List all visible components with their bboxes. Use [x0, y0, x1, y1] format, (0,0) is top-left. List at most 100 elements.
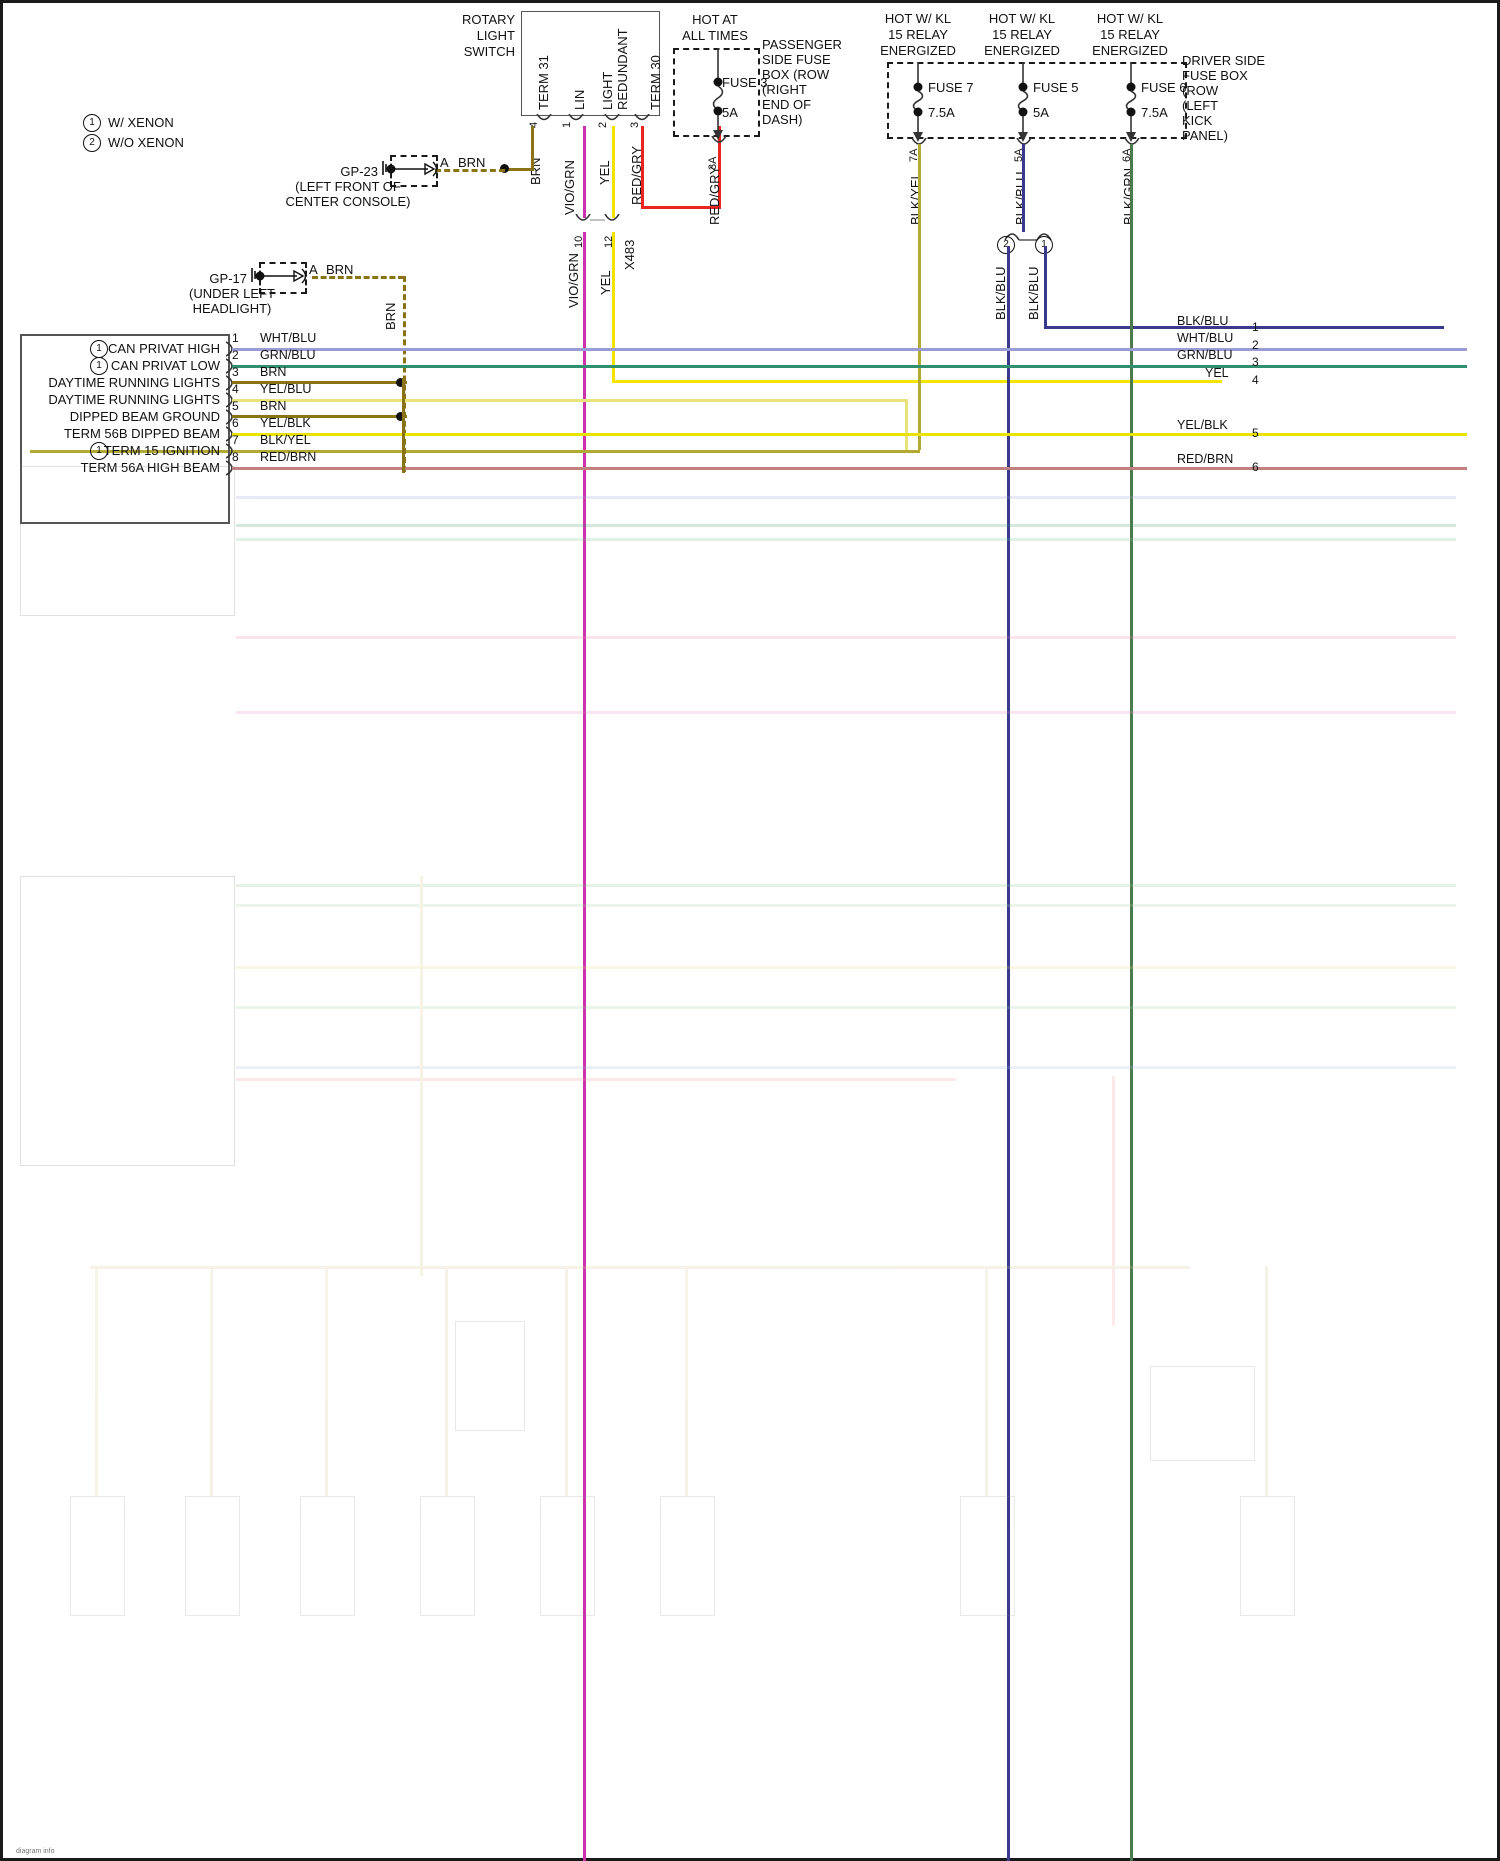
right-row-1-wire: BLK/BLU	[1177, 314, 1229, 328]
ghost-branch-bus	[90, 1266, 1190, 1269]
module-row-5-wire: BRN	[260, 399, 287, 413]
legend-label-1: W/ XENON	[108, 115, 174, 130]
gp17-location-l1: (UNDER LEFT	[189, 286, 275, 301]
wire-label-blkblu-left: BLK/BLU	[993, 266, 1008, 320]
fuse6-hot-note-3: ENERGIZED	[1092, 43, 1168, 58]
rotary-switch-pin-crescents	[536, 114, 650, 121]
fuse7-hot-note-3: ENERGIZED	[880, 43, 956, 58]
module-row-7-marker: 1	[90, 442, 108, 460]
wire-label-blkgrn: BLK/GRN	[1121, 167, 1136, 225]
ghost-branch-4	[445, 1266, 448, 1496]
right-row-4-pin: 4	[1252, 373, 1259, 387]
ghost-branch-7	[985, 1266, 988, 1496]
rotary-switch-title-1: ROTARY	[462, 12, 515, 27]
gp23-id: GP-23	[340, 164, 378, 179]
wire-brn-switch-horizontal	[505, 168, 534, 171]
module-row-4-function: DAYTIME RUNNING LIGHTS	[48, 392, 220, 407]
fuse7-hot-note-1: HOT W/ KL	[884, 11, 952, 26]
module-row-6-function: TERM 56B DIPPED BEAM	[63, 426, 220, 441]
wire-label-redgry-fuse: RED/GRY	[707, 166, 722, 225]
rotary-pin-1: 1	[561, 121, 573, 128]
ghost-branch-2	[210, 1266, 213, 1496]
ghost-bus-10	[236, 1066, 1456, 1069]
fuse-5-rating: 5A	[1033, 105, 1049, 120]
faded-lower-schematic	[0, 466, 1500, 1861]
fuse-3-rating: 5A	[722, 105, 738, 120]
right-row-1-pin: 1	[1252, 320, 1259, 334]
fuse5-hot-note-2: 15 RELAY	[992, 27, 1052, 42]
right-row-5-pin: 5	[1252, 426, 1259, 440]
gp23-wire-label: BRN	[458, 155, 486, 170]
wire-redgry-fuse	[718, 126, 721, 208]
wire-grnblu	[232, 365, 1467, 368]
module-row-5-function: DIPPED BEAM GROUND	[69, 409, 220, 424]
module-row-2-wire: GRN/BLU	[260, 348, 316, 362]
wire-viogrn-lower	[583, 232, 586, 1861]
splice-dot-brn-row3	[396, 378, 405, 387]
ghost-branch-8	[1265, 1266, 1268, 1496]
driver-fusebox-outline	[887, 62, 1187, 139]
gp23-location-l1: (LEFT FRONT OF	[295, 179, 401, 194]
wire-label-brn-gp17: BRN	[383, 302, 398, 330]
wire-brn-switch-vertical	[531, 126, 534, 170]
ghost-lamp-3	[300, 1496, 355, 1616]
wire-label-blkblu-fuse: BLK/BLU	[1013, 171, 1028, 225]
fuse-6-rating: 7.5A	[1141, 105, 1168, 120]
gp17-wire-label: BRN	[326, 262, 354, 277]
fuse6-hot-note-2: 15 RELAY	[1100, 27, 1160, 42]
ghost-lamp-2	[185, 1496, 240, 1616]
driver-fusebox-name-l3: (ROW	[1182, 83, 1219, 98]
right-row-3-wire: GRN/BLU	[1177, 348, 1233, 362]
right-row-2-wire: WHT/BLU	[1177, 331, 1234, 345]
fuse-7-name: FUSE 7	[928, 80, 974, 95]
module-row-1-wire: WHT/BLU	[260, 331, 317, 345]
driver-fusebox-name-l4: (LEFT	[1182, 98, 1219, 113]
wire-yelblk	[232, 433, 1467, 436]
ghost-bus-1	[236, 496, 1456, 499]
wire-label-yel-lower: YEL	[598, 270, 613, 295]
ghost-branch-3	[325, 1266, 328, 1496]
rotary-lin-label: LIN	[572, 89, 587, 110]
rotary-light-redundant-label-b: REDUNDANT	[615, 28, 630, 110]
ghost-branch-6	[685, 1266, 688, 1496]
module-row-8-pin: 8	[232, 450, 239, 464]
gp17-pin: A	[309, 262, 318, 277]
ghost-center-module	[455, 1321, 525, 1431]
right-row-4-wire: YEL	[1205, 366, 1229, 380]
pass-fusebox-name-l4: (RIGHT	[762, 82, 807, 97]
ghost-bus-9	[236, 1006, 1456, 1009]
wire-blkgrn-vertical	[1130, 144, 1133, 1861]
rotary-light-switch-box	[521, 11, 660, 116]
driver-fusebox-name-l2: FUSE BOX	[1182, 68, 1248, 83]
fuse5-hot-note-1: HOT W/ KL	[988, 11, 1056, 26]
option-marker-2-blkblu: 2	[997, 236, 1015, 254]
wire-label-blkblu-right: BLK/BLU	[1026, 266, 1041, 320]
wire-whtblu	[232, 348, 1467, 351]
wire-brn-row5	[232, 415, 407, 418]
ghost-right-module	[1150, 1366, 1255, 1461]
ghost-lamp-5	[540, 1496, 595, 1616]
pass-fusebox-name-l3: BOX (ROW	[762, 67, 830, 82]
gp17-id: GP-17	[209, 271, 247, 286]
legend-marker-1: 1	[83, 114, 101, 132]
right-row-6-wire: RED/BRN	[1177, 452, 1234, 466]
wire-redbrn	[232, 467, 1467, 470]
legend-marker-2: 2	[83, 134, 101, 152]
ghost-connector-2	[20, 876, 235, 1166]
wire-redgry-cross	[641, 206, 721, 209]
rotary-light-redundant-label-a: LIGHT	[600, 71, 615, 110]
wire-label-viogrn-lower: VIO/GRN	[566, 253, 581, 308]
inline-pin-12: 12	[603, 235, 615, 248]
module-row-3-wire: BRN	[260, 365, 287, 379]
wire-redgry-switch	[641, 126, 644, 208]
wire-yelblu-h	[232, 399, 907, 402]
ghost-bus-3	[236, 538, 1456, 541]
fuse-6-symbol	[1125, 62, 1137, 142]
module-row-3-pin: 3	[232, 365, 239, 379]
wire-brn-gp17-dashed-h	[312, 276, 404, 279]
wire-label-viogrn-switch: VIO/GRN	[562, 160, 577, 215]
footer-credit: diagram info	[16, 1848, 55, 1855]
wire-blkblu-right-horizontal	[1044, 326, 1444, 329]
module-row-7-function: TERM 15 IGNITION	[103, 443, 220, 458]
wire-brn-bus-vertical	[402, 378, 405, 473]
